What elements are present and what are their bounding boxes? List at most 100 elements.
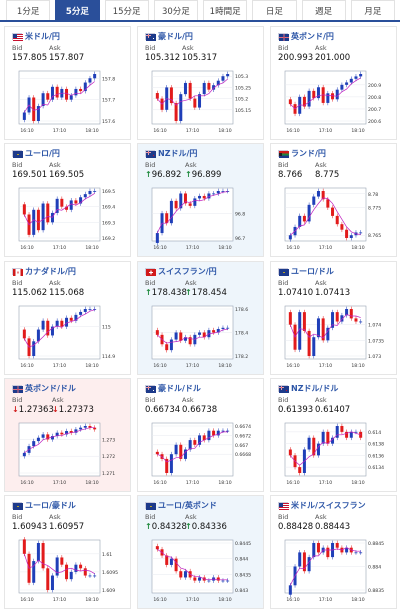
- rate-card[interactable]: ユーロ/豪ドル Bid Ask 1.60943 1.60957 1.61 1.6095 1.6…: [4, 495, 131, 609]
- y-tick-label: 200.6: [368, 119, 381, 125]
- pair-name[interactable]: スイスフラン/円: [158, 267, 217, 276]
- pair-title[interactable]: 米ドル/スイスフラン: [278, 500, 366, 511]
- ask-price: 0.88443: [315, 522, 351, 532]
- x-tick-label: 16:10: [20, 128, 33, 134]
- pair-title[interactable]: ユーロ/豪ドル: [12, 500, 76, 511]
- moving-average-line: [290, 197, 361, 236]
- candle-body: [50, 86, 54, 100]
- candle-body: [216, 80, 220, 86]
- rate-card[interactable]: カナダドル/円 Bid Ask 115.062 115.068 115 114.9 16:10…: [4, 261, 131, 375]
- rate-card[interactable]: 米ドル/円 Bid Ask 157.805 157.807 157.8 157.7 157.6…: [4, 26, 131, 140]
- tab-7[interactable]: 週足: [301, 0, 346, 20]
- pair-name[interactable]: ユーロ/英ポンド: [158, 501, 217, 510]
- candle-body: [198, 94, 202, 108]
- tab-6[interactable]: 日足: [252, 0, 297, 20]
- rate-card[interactable]: ユーロ/円 Bid Ask 169.501 169.505 169.5 169.4 169.3…: [4, 143, 131, 257]
- ask-value: ↑178.454: [185, 288, 227, 298]
- pair-title[interactable]: 豪ドル/円: [145, 31, 193, 42]
- pair-name[interactable]: ユーロ/円: [25, 149, 60, 158]
- pair-name[interactable]: NZドル/円: [158, 149, 198, 158]
- rate-card[interactable]: 豪ドル/円 Bid Ask 105.312 105.317 105.3 105.25 105.…: [137, 26, 264, 140]
- pair-name[interactable]: 英ポンド/円: [291, 32, 334, 41]
- candlestick-chart[interactable]: 0.6674 0.6672 0.667 0.6668 16:10 17:10 18:10: [146, 420, 257, 487]
- candlestick-chart[interactable]: 157.8 157.7 157.6 16:10 17:10 18:10: [13, 68, 124, 135]
- rate-card[interactable]: ランド/円 Bid Ask 8.766 8.775 8.78 8.775 8.765 16:10…: [270, 143, 397, 257]
- ask-price: 0.61407: [315, 405, 351, 415]
- rate-card[interactable]: スイスフラン/円 Bid Ask ↑178.438 ↑178.454 178.6 178.4…: [137, 261, 264, 375]
- pair-name[interactable]: 米ドル/スイスフラン: [291, 501, 366, 510]
- moving-average-line: [289, 314, 361, 339]
- candlestick-chart[interactable]: 115 114.9 16:10 17:10 18:10: [13, 303, 124, 370]
- tab-5[interactable]: 1時間足: [203, 0, 248, 20]
- tab-3[interactable]: 15分足: [104, 0, 149, 20]
- candlestick-chart[interactable]: 1.273 1.272 1.271 16:10 17:10 18:10: [13, 420, 124, 487]
- ask-label: Ask: [49, 513, 61, 521]
- candlestick-chart[interactable]: 0.8845 0.884 0.8835 16:10 17:10 18:10: [279, 537, 390, 604]
- candlestick-chart[interactable]: 96.8 96.7 16:10 17:10 18:10: [146, 185, 257, 252]
- candlestick-chart[interactable]: 169.5 169.4 169.3 169.2 16:10 17:10 18:10: [13, 185, 124, 252]
- candle-body: [169, 454, 173, 473]
- pair-name[interactable]: 豪ドル/円: [158, 32, 193, 41]
- pair-title[interactable]: カナダドル/円: [12, 266, 76, 277]
- pair-title[interactable]: 豪ドル/ドル: [145, 383, 201, 394]
- candle-body: [331, 207, 335, 216]
- candlestick-chart[interactable]: 1.074 1.0735 1.073 16:10 17:10 18:10: [279, 303, 390, 370]
- y-tick-label: 169.4: [102, 205, 115, 211]
- pair-name[interactable]: ランド/円: [291, 149, 326, 158]
- tab-4[interactable]: 30分足: [153, 0, 198, 20]
- y-tick-label: 96.7: [235, 236, 245, 242]
- tab-2[interactable]: 5分足: [55, 0, 100, 20]
- pair-title[interactable]: ユーロ/ドル: [278, 266, 334, 277]
- candle-body: [198, 435, 202, 445]
- pair-title[interactable]: NZドル/円: [145, 148, 197, 159]
- rate-card[interactable]: ユーロ/英ポンド Bid Ask ↑0.84328 ↑0.84336 0.8445 0.84…: [137, 495, 264, 609]
- y-tick-label: 1.074: [368, 323, 381, 329]
- pair-name[interactable]: カナダドル/円: [25, 267, 76, 276]
- candle-body: [298, 467, 302, 473]
- tab-8[interactable]: 月足: [350, 0, 395, 20]
- pair-title[interactable]: 英ポンド/円: [278, 31, 334, 42]
- pair-name[interactable]: 英ポンド/ドル: [25, 384, 76, 393]
- candlestick-chart[interactable]: 105.3 105.25 105.2 105.15 16:10 17:10 18:10: [146, 68, 257, 135]
- ask-value: ↓1.27373: [52, 405, 94, 415]
- candlestick-chart[interactable]: 0.614 0.6138 0.6136 0.6134 16:10 17:10 18:10: [279, 420, 390, 487]
- bid-value: 105.312: [145, 53, 180, 63]
- pair-title[interactable]: NZドル/ドル: [278, 383, 338, 394]
- rate-card[interactable]: 米ドル/スイスフラン Bid Ask 0.88428 0.88443 0.8845 0.88…: [270, 495, 397, 609]
- pair-title[interactable]: スイスフラン/円: [145, 266, 217, 277]
- tab-1[interactable]: 1分足: [6, 0, 51, 20]
- candle-body: [41, 93, 45, 107]
- rate-card[interactable]: NZドル/ドル Bid Ask 0.61393 0.61407 0.614 0.6138 0.…: [270, 378, 397, 492]
- candle-body: [83, 309, 87, 312]
- y-tick-label: 105.3: [235, 74, 248, 80]
- candlestick-chart[interactable]: 8.78 8.775 8.765 16:10 17:10 18:10: [279, 185, 390, 252]
- candle-body: [349, 235, 353, 238]
- rate-card[interactable]: 英ポンド/円 Bid Ask 200.993 201.000 200.9 200.8 200.…: [270, 26, 397, 140]
- pair-name[interactable]: ユーロ/ドル: [291, 267, 334, 276]
- pair-title[interactable]: ランド/円: [278, 148, 326, 159]
- pair-name[interactable]: 米ドル/円: [25, 32, 60, 41]
- pair-name[interactable]: 豪ドル/ドル: [158, 384, 201, 393]
- pair-title[interactable]: 英ポンド/ドル: [12, 383, 76, 394]
- pair-name[interactable]: ユーロ/豪ドル: [25, 501, 76, 510]
- candle-body: [216, 577, 220, 581]
- candlestick-chart[interactable]: 200.9 200.8 200.7 200.6 16:10 17:10 18:10: [279, 68, 390, 135]
- candlestick-chart[interactable]: 0.8445 0.844 0.8435 0.843 16:10 17:10 18:10: [146, 537, 257, 604]
- candlestick-chart[interactable]: 1.61 1.6095 1.609 16:10 17:10 18:10: [13, 537, 124, 604]
- pair-title[interactable]: ユーロ/円: [12, 148, 60, 159]
- pair-title[interactable]: 米ドル/円: [12, 31, 60, 42]
- trend-up-icon: ↑: [145, 288, 152, 297]
- rate-card[interactable]: 英ポンド/ドル Bid Ask ↓1.27363 ↓1.27373 1.273 1.272 1…: [4, 378, 131, 492]
- rate-card[interactable]: 豪ドル/ドル Bid Ask 0.66734 0.66738 0.6674 0.6672 0.…: [137, 378, 264, 492]
- rate-card[interactable]: ユーロ/ドル Bid Ask 1.07410 1.07413 1.074 1.0735 1.0…: [270, 261, 397, 375]
- x-tick-label: 16:10: [286, 128, 299, 134]
- pair-title[interactable]: ユーロ/英ポンド: [145, 500, 217, 511]
- rate-card[interactable]: NZドル/円 Bid Ask ↑96.892 ↑96.899 96.8 96.7 16:10 1…: [137, 143, 264, 257]
- bid-price: 157.805: [12, 53, 48, 63]
- candle-body: [188, 440, 192, 450]
- x-tick-label: 17:10: [186, 480, 199, 486]
- candle-body: [83, 194, 87, 198]
- pair-name[interactable]: NZドル/ドル: [291, 384, 339, 393]
- bid-price: 0.66734: [145, 405, 181, 415]
- candlestick-chart[interactable]: 178.6 178.4 178.2 16:10 17:10 18:10: [146, 303, 257, 370]
